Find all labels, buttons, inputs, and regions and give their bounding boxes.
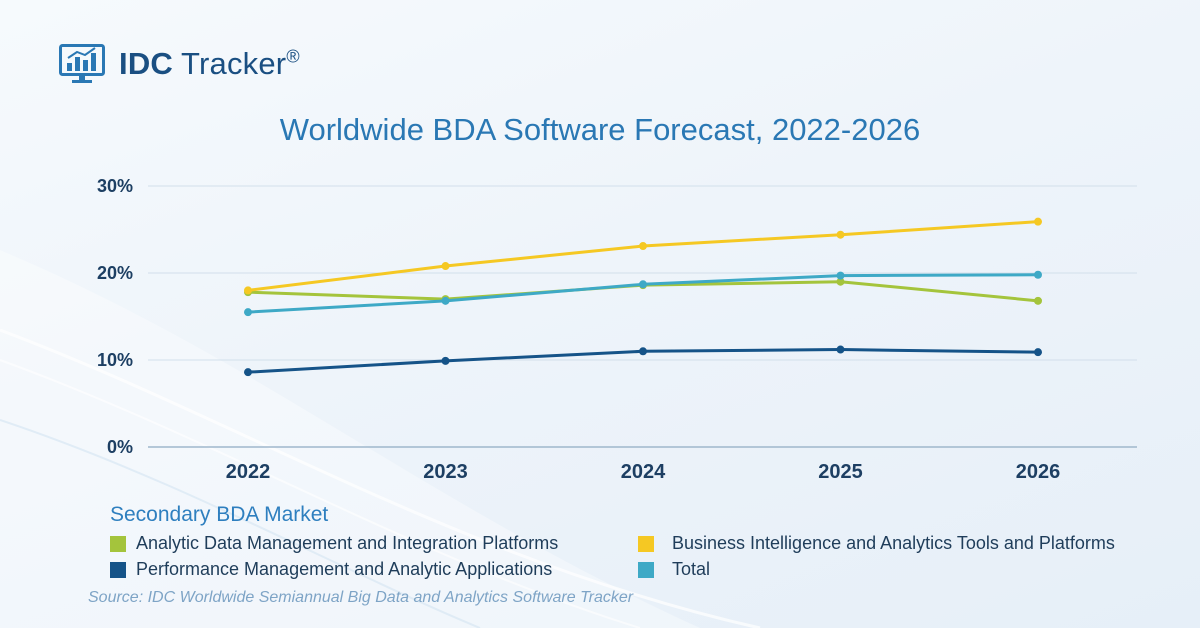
data-point-s2-2022 — [244, 368, 252, 377]
brand-idc: IDC — [119, 46, 173, 81]
y-tick-label: 30% — [97, 176, 133, 196]
legend-item-bi: Business Intelligence and Analytics Tool… — [638, 533, 1115, 554]
monitor-chart-icon — [59, 44, 105, 83]
registered-mark: ® — [286, 46, 300, 67]
data-point-s1-2023 — [441, 262, 450, 271]
legend-item-total: Total — [638, 559, 710, 580]
data-point-s1-2025 — [836, 230, 845, 239]
data-point-s2-2023 — [441, 356, 450, 365]
legend-label-pm: Performance Management and Analytic Appl… — [136, 559, 553, 579]
data-point-s1-2024 — [639, 242, 647, 251]
data-point-s2-2026 — [1034, 348, 1042, 357]
x-tick-label: 2026 — [1016, 461, 1061, 483]
data-point-s0-2025 — [836, 277, 845, 286]
brand-tracker: Tracker — [181, 46, 287, 81]
legend-item-pm: Performance Management and Analytic Appl… — [110, 559, 552, 580]
source-note: Source: IDC Worldwide Semiannual Big Dat… — [88, 589, 634, 606]
legend-label-total: Total — [672, 559, 711, 579]
legend-swatch-pm — [110, 561, 126, 578]
brand-name: IDC Tracker® — [119, 46, 300, 82]
data-point-s1-2022 — [244, 286, 252, 295]
series-line-1 — [246, 220, 1040, 292]
data-point-s3-2023 — [441, 296, 450, 305]
x-tick-label: 2024 — [621, 461, 666, 483]
legend-heading: Secondary BDA Market — [110, 503, 329, 526]
legend-item-adm: Analytic Data Management and Integration… — [110, 533, 558, 554]
y-tick-label: 20% — [97, 263, 133, 283]
data-point-s3-2025 — [836, 271, 845, 280]
data-point-s1-2026 — [1034, 217, 1042, 226]
legend-swatch-adm — [110, 535, 126, 552]
data-point-s3-2026 — [1034, 270, 1042, 279]
data-point-s3-2022 — [244, 308, 252, 317]
data-point-s3-2024 — [639, 280, 647, 289]
legend-swatch-total — [638, 561, 654, 578]
legend-label-adm: Analytic Data Management and Integration… — [136, 533, 559, 553]
data-point-s2-2025 — [836, 345, 845, 354]
y-tick-label: 10% — [97, 350, 133, 370]
x-tick-label: 2023 — [423, 461, 468, 483]
x-tick-label: 2022 — [226, 461, 271, 483]
data-point-s2-2024 — [639, 347, 647, 356]
chart-title: Worldwide BDA Software Forecast, 2022-20… — [279, 112, 921, 147]
legend-swatch-bi — [638, 535, 654, 552]
legend-label-bi: Business Intelligence and Analytics Tool… — [672, 533, 1115, 553]
brand-logo: IDC Tracker® — [59, 44, 300, 84]
data-point-s0-2026 — [1034, 296, 1042, 305]
y-tick-label: 0% — [107, 437, 133, 457]
x-tick-label: 2025 — [818, 461, 863, 483]
